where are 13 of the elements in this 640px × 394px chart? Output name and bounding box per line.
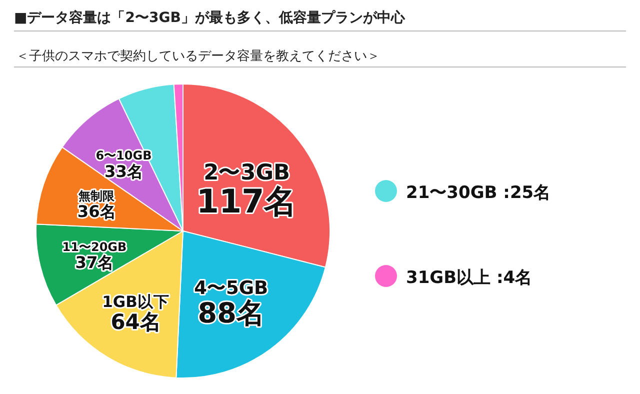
legend-label: 31GB以上 :4名	[406, 268, 532, 288]
data-label: 64名	[110, 310, 161, 334]
legend-label: 21〜30GB :25名	[406, 183, 551, 203]
data-label: 37名	[75, 253, 114, 272]
slice-label: 1GB以下	[102, 292, 170, 311]
slice-label: 11〜20GB	[62, 240, 127, 254]
chart-title: ■データ容量は「2〜3GB」が最も多く、低容量プランが中心	[14, 9, 406, 26]
chart-subtitle: ＜子供のスマホで契約しているデータ容量を教えてください＞	[16, 48, 380, 64]
data-label: 88名	[198, 296, 264, 330]
slice-label: 4〜5GB	[194, 278, 268, 299]
data-label: 33名	[104, 162, 144, 182]
data-label: 36名	[77, 202, 116, 222]
slice-label: 無制限	[78, 188, 116, 203]
